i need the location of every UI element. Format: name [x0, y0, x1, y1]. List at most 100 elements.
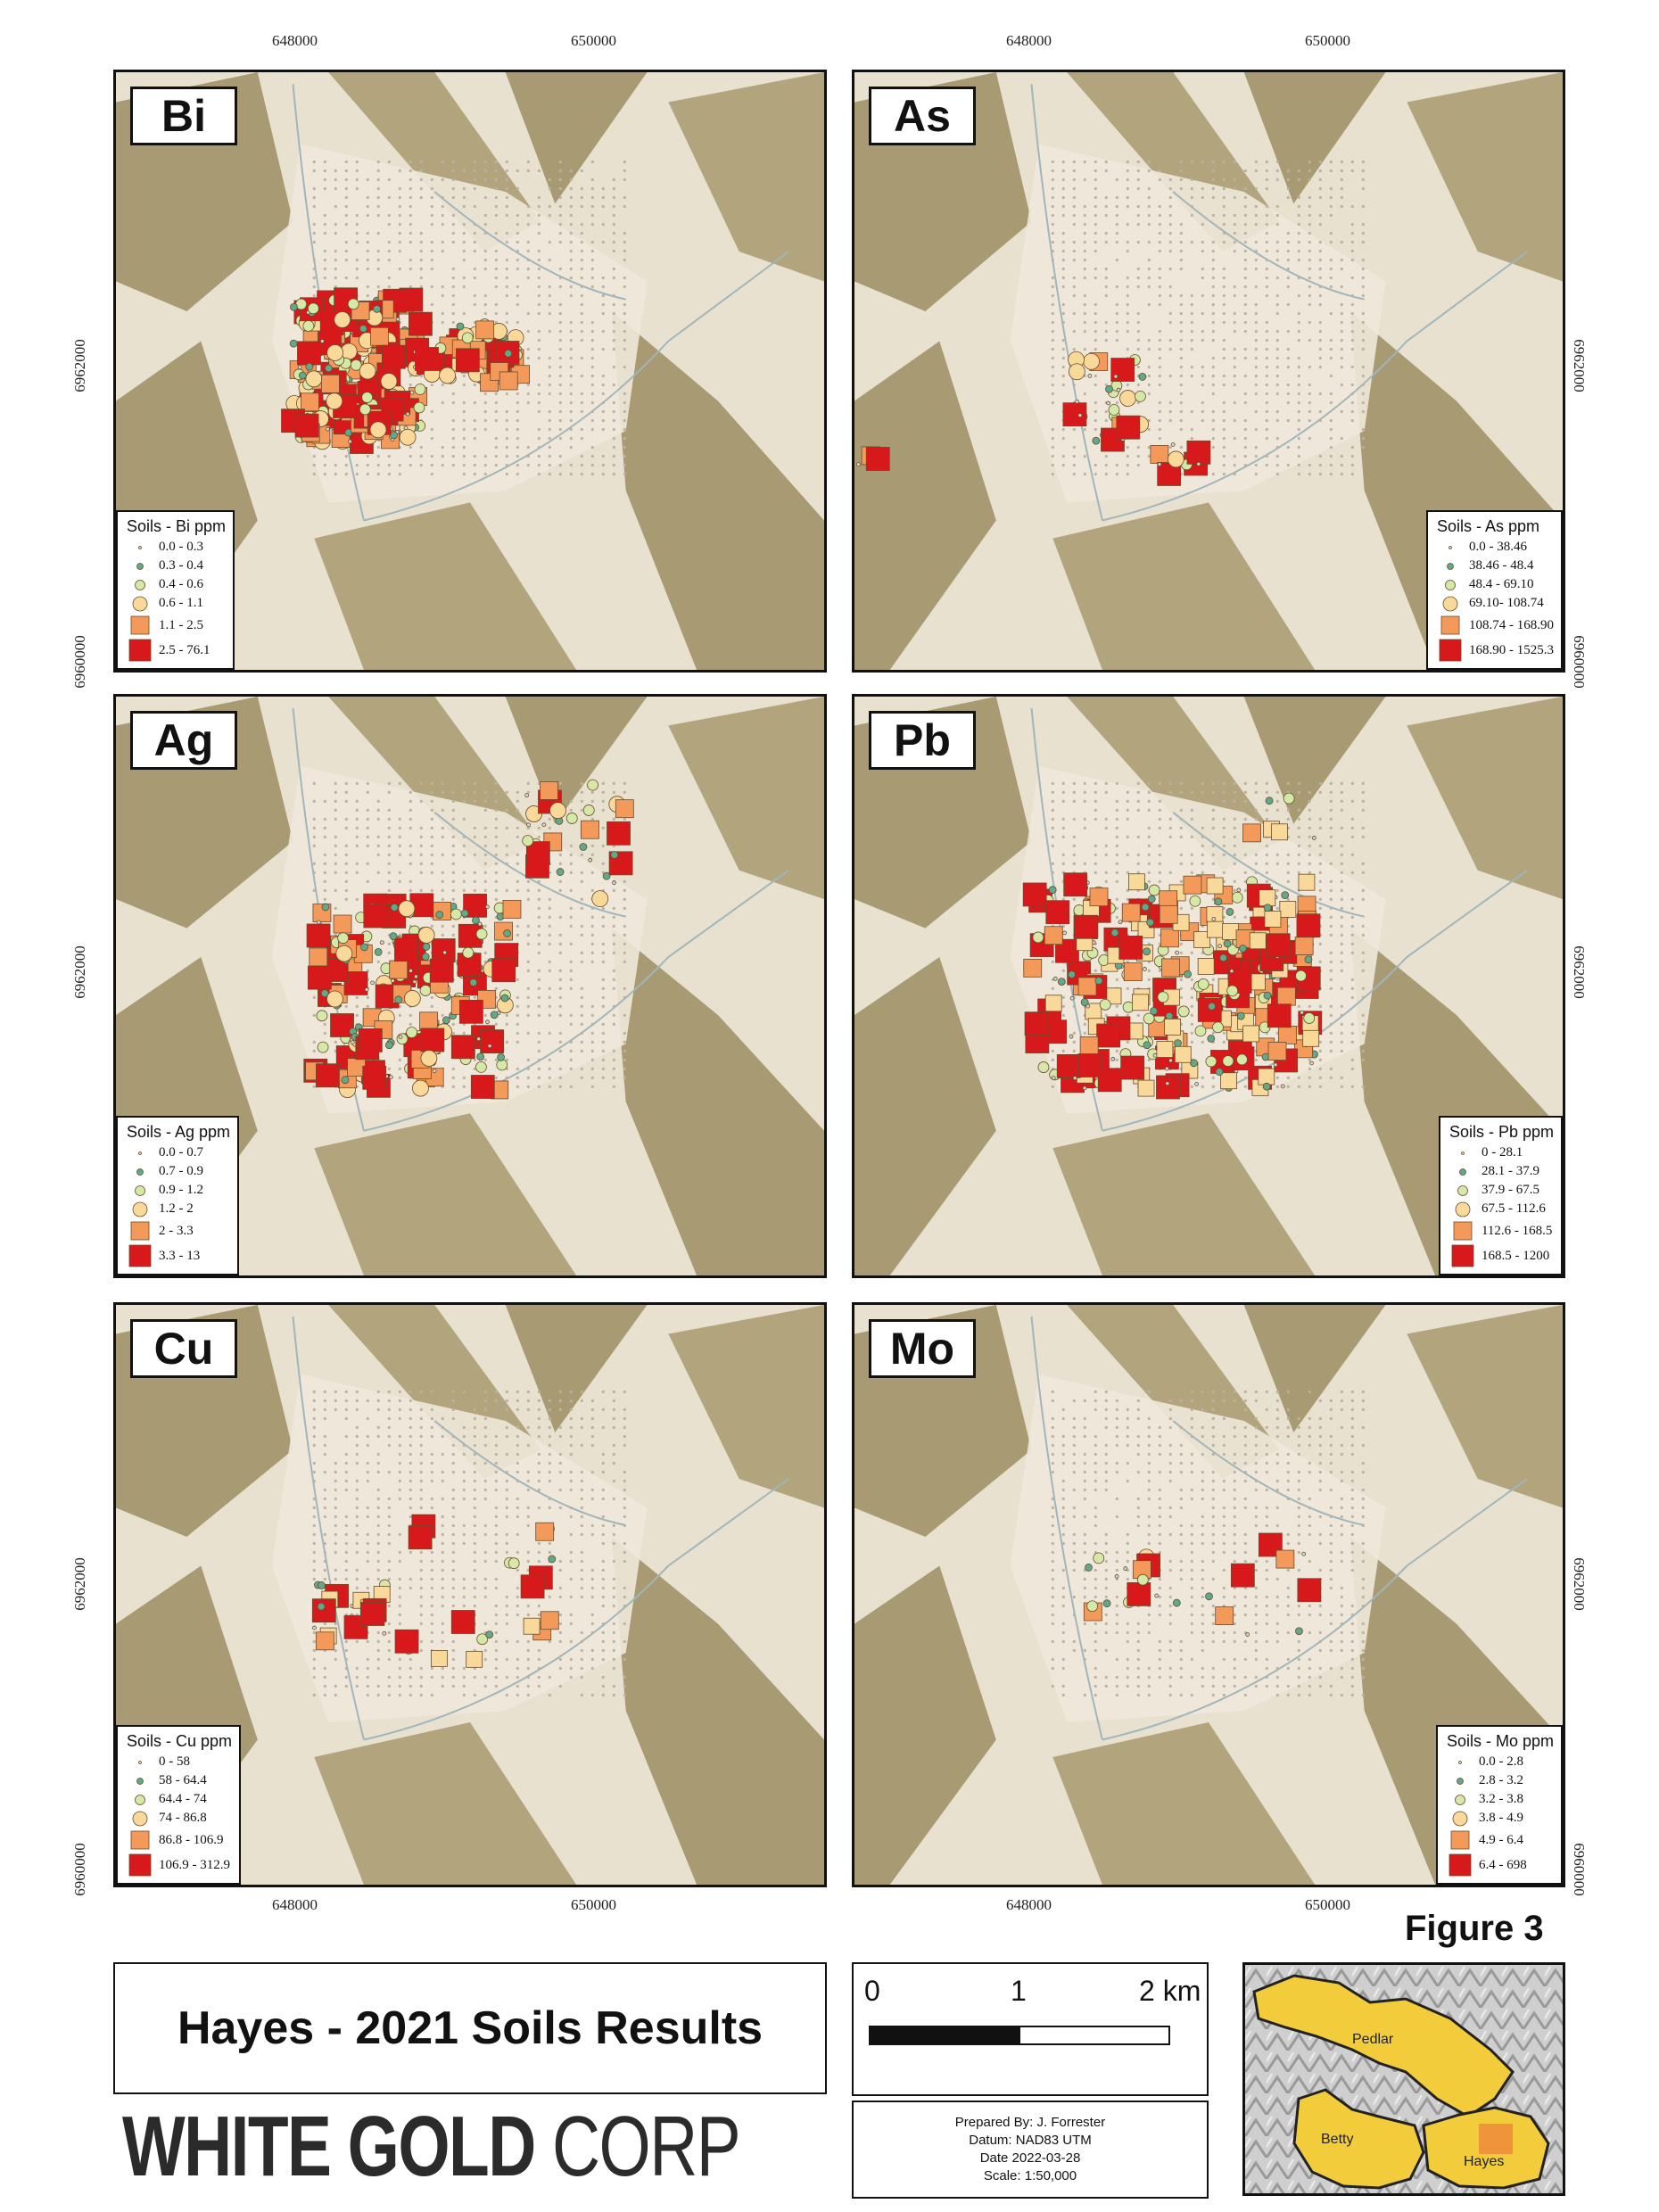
soil-sample-point	[607, 821, 631, 846]
legend-class-label: 74 - 86.8	[159, 1811, 207, 1825]
soil-sample-point	[499, 371, 518, 391]
soil-sample-point	[1075, 399, 1079, 404]
legend-symbol-icon	[127, 539, 153, 557]
legend-row: 168.90 - 1525.3	[1437, 638, 1554, 663]
soil-sample-point	[350, 1040, 355, 1044]
legend-row: 112.6 - 168.5	[1449, 1218, 1554, 1243]
legend-class-label: 0.4 - 0.6	[159, 577, 203, 591]
soil-sample-point	[1118, 920, 1123, 925]
soil-sample-point	[389, 932, 398, 941]
soil-sample-point	[1294, 937, 1314, 955]
soil-sample-point	[1281, 891, 1290, 900]
legend-class-label: 3.2 - 3.8	[1478, 1792, 1523, 1806]
soil-sample-point	[380, 373, 398, 390]
legend-row: 1.2 - 2	[127, 1200, 230, 1218]
soil-sample-point	[1089, 887, 1109, 907]
y-tick-right-6960000-row1: 6960000	[1570, 635, 1588, 689]
soil-sample-point	[1056, 1053, 1081, 1078]
legend-row: 0 - 28.1	[1449, 1143, 1554, 1162]
soil-sample-point	[1197, 998, 1222, 1022]
soil-sample-point	[1116, 387, 1121, 392]
soil-sample-point	[373, 304, 381, 313]
soil-sample-point	[399, 428, 417, 446]
legend-row: 0.3 - 0.4	[127, 557, 226, 575]
soil-sample-point	[1165, 1081, 1170, 1086]
soil-sample-point	[1137, 1079, 1155, 1097]
soil-sample-point	[1172, 1598, 1181, 1607]
soil-sample-point	[363, 904, 388, 929]
soil-sample-point	[615, 799, 634, 819]
soil-sample-point	[1207, 920, 1224, 938]
legend-class-label: 86.8 - 106.9	[159, 1832, 224, 1847]
soil-sample-point	[315, 1631, 334, 1651]
soil-sample-point	[476, 1633, 489, 1646]
soil-sample-point	[431, 938, 456, 962]
soil-sample-point	[1296, 913, 1321, 938]
legend-row: 37.9 - 67.5	[1449, 1181, 1554, 1200]
soil-sample-point	[1295, 970, 1307, 982]
soil-sample-point	[1226, 907, 1234, 916]
legend-class-label: 6.4 - 698	[1478, 1857, 1527, 1872]
soil-sample-point	[487, 1044, 492, 1048]
soil-sample-point	[403, 990, 421, 1007]
soil-sample-point	[405, 411, 410, 417]
soil-sample-point	[408, 1525, 433, 1550]
soil-sample-point	[403, 425, 409, 431]
scale-label-0: 0	[864, 1975, 880, 2007]
legend-row: 3.2 - 3.8	[1447, 1790, 1554, 1809]
legend-symbol-icon	[127, 1219, 153, 1242]
soil-sample-point	[1086, 1600, 1099, 1613]
soil-sample-point	[612, 880, 616, 886]
soil-sample-point	[460, 909, 469, 918]
legend-class-label: 2.5 - 76.1	[159, 642, 210, 657]
soil-sample-point	[1214, 897, 1223, 906]
soil-sample-point	[588, 857, 593, 863]
soil-sample-point	[394, 937, 418, 962]
legend-row: 28.1 - 37.9	[1449, 1162, 1554, 1181]
soil-sample-point	[1242, 1025, 1260, 1043]
soil-sample-point	[475, 320, 495, 340]
soil-sample-point	[1177, 1005, 1190, 1018]
soil-sample-point	[1190, 1059, 1198, 1068]
soil-sample-point	[1097, 1068, 1122, 1093]
y-tick-right-6960000-row3: 6960000	[1570, 1843, 1588, 1896]
soil-sample-point	[1279, 901, 1297, 918]
soil-sample-point	[294, 413, 319, 438]
scale-label-2: 2 km	[1139, 1975, 1201, 2007]
soil-sample-point	[1280, 1084, 1285, 1089]
legend-class-label: 108.74 - 168.90	[1469, 617, 1554, 632]
soil-sample-point	[1118, 936, 1143, 960]
y-tick-right-6962000-row1: 6962000	[1570, 339, 1588, 392]
legend: Soils - Bi ppm 0.0 - 0.3 0.3 - 0.4 0.4 - 0.…	[116, 510, 235, 670]
soil-sample-point	[456, 322, 465, 331]
soil-sample-point	[524, 793, 530, 798]
map-panel-ag: Ag Soils - Ag ppm 0.0 - 0.7 0.7 - 0.9 0.9 - …	[113, 694, 827, 1278]
y-tick-left-6962000-row2: 6962000	[70, 945, 88, 999]
soil-sample-point	[1072, 1076, 1077, 1081]
soil-sample-point	[361, 392, 374, 403]
legend-row: 2 - 3.3	[127, 1218, 230, 1243]
soil-sample-point	[390, 903, 399, 912]
soil-sample-point	[610, 851, 619, 859]
legend-symbol-icon	[127, 576, 153, 594]
legend-row: 0.0 - 38.46	[1437, 538, 1554, 557]
soil-sample-point	[1150, 1007, 1158, 1015]
legend-symbol-icon	[127, 1244, 153, 1267]
soil-sample-point	[1110, 929, 1119, 937]
soil-sample-point	[1168, 1058, 1173, 1063]
soil-sample-point	[485, 1630, 494, 1639]
soil-sample-point	[333, 914, 352, 934]
soil-sample-point	[326, 990, 343, 1008]
soil-sample-point	[297, 365, 302, 370]
inset-map-graphic	[1245, 1965, 1563, 2193]
soil-sample-point	[341, 1076, 350, 1085]
x-tick-bottom-1-right: 648000	[1006, 1896, 1052, 1913]
soil-sample-point	[469, 978, 478, 986]
soil-sample-point	[297, 341, 321, 366]
soil-sample-point	[1165, 1011, 1174, 1020]
y-tick-left-6962000-row3: 6962000	[70, 1557, 88, 1611]
soil-sample-point	[1265, 796, 1274, 805]
legend-symbol-icon	[127, 1772, 153, 1790]
legend-symbol-icon	[1437, 595, 1464, 613]
soil-sample-point	[1301, 1551, 1307, 1556]
